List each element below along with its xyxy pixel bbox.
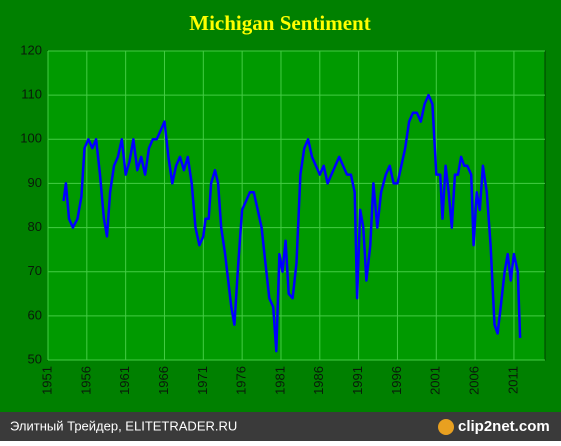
x-tick-label: 1986 [311,366,326,395]
x-tick-label: 1951 [39,366,54,395]
y-tick-label: 100 [20,131,42,146]
x-tick-label: 1966 [156,366,171,395]
y-tick-label: 120 [20,42,42,57]
chart-title: Michigan Sentiment [189,11,370,35]
plot-area [47,50,546,361]
y-tick-label: 70 [28,263,42,278]
y-tick-label: 80 [28,219,42,234]
logo-icon [438,419,454,435]
y-tick-label: 50 [28,351,42,366]
x-tick-label: 1961 [117,366,132,395]
y-tick-label: 60 [28,307,42,322]
y-tick-label: 110 [21,87,42,102]
y-tick-label: 90 [28,175,42,190]
x-tick-label: 1981 [272,366,287,395]
x-tick-label: 2001 [428,366,443,395]
data-line [62,93,522,353]
x-tick-label: 1996 [389,366,404,395]
x-tick-label: 2006 [467,366,482,395]
x-tick-label: 1971 [195,366,210,395]
x-tick-label: 1991 [350,366,365,395]
footer-logo: clip2net.com [458,418,550,435]
x-tick-label: 2011 [505,366,520,394]
footer-source: Элитный Трейдер, ELITETRADER.RU [10,418,237,433]
x-tick-label: 1976 [234,366,249,395]
footer [0,412,561,441]
x-tick-label: 1956 [78,366,93,395]
